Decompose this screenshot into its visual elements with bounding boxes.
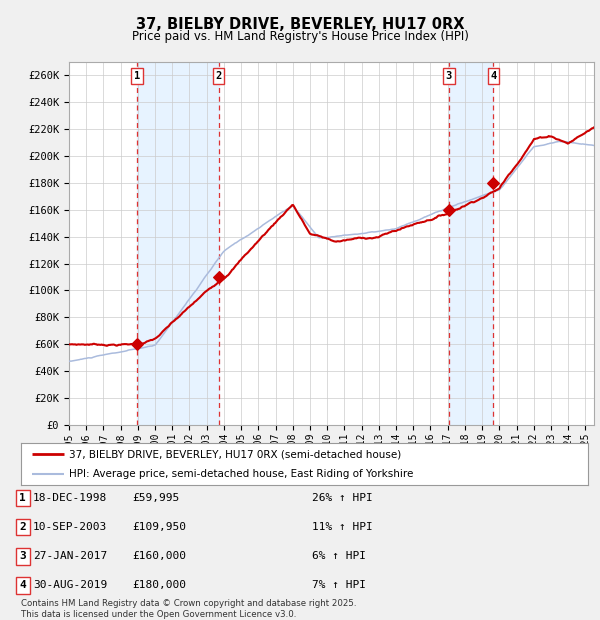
Text: 11% ↑ HPI: 11% ↑ HPI bbox=[312, 522, 373, 532]
Text: 4: 4 bbox=[490, 71, 497, 81]
Text: £160,000: £160,000 bbox=[132, 551, 186, 561]
Text: 2: 2 bbox=[19, 522, 26, 532]
Text: Contains HM Land Registry data © Crown copyright and database right 2025.
This d: Contains HM Land Registry data © Crown c… bbox=[21, 600, 356, 619]
Text: 4: 4 bbox=[19, 580, 26, 590]
Point bbox=[133, 339, 142, 349]
Text: £59,995: £59,995 bbox=[132, 493, 179, 503]
Text: 2: 2 bbox=[215, 71, 222, 81]
Text: 37, BIELBY DRIVE, BEVERLEY, HU17 0RX: 37, BIELBY DRIVE, BEVERLEY, HU17 0RX bbox=[136, 17, 464, 32]
Point bbox=[488, 178, 498, 188]
Text: £180,000: £180,000 bbox=[132, 580, 186, 590]
Text: 6% ↑ HPI: 6% ↑ HPI bbox=[312, 551, 366, 561]
Text: 1: 1 bbox=[19, 493, 26, 503]
Text: 37, BIELBY DRIVE, BEVERLEY, HU17 0RX (semi-detached house): 37, BIELBY DRIVE, BEVERLEY, HU17 0RX (se… bbox=[69, 450, 401, 459]
Text: £109,950: £109,950 bbox=[132, 522, 186, 532]
Point bbox=[214, 272, 223, 282]
Text: 3: 3 bbox=[19, 551, 26, 561]
Text: 18-DEC-1998: 18-DEC-1998 bbox=[33, 493, 107, 503]
Text: HPI: Average price, semi-detached house, East Riding of Yorkshire: HPI: Average price, semi-detached house,… bbox=[69, 469, 413, 479]
Text: 30-AUG-2019: 30-AUG-2019 bbox=[33, 580, 107, 590]
Point bbox=[444, 205, 454, 215]
Text: 1: 1 bbox=[134, 71, 140, 81]
Text: 27-JAN-2017: 27-JAN-2017 bbox=[33, 551, 107, 561]
Text: Price paid vs. HM Land Registry's House Price Index (HPI): Price paid vs. HM Land Registry's House … bbox=[131, 30, 469, 43]
Bar bbox=[137, 62, 218, 425]
Text: 10-SEP-2003: 10-SEP-2003 bbox=[33, 522, 107, 532]
Text: 26% ↑ HPI: 26% ↑ HPI bbox=[312, 493, 373, 503]
Bar bbox=[449, 62, 493, 425]
Text: 3: 3 bbox=[446, 71, 452, 81]
Text: 7% ↑ HPI: 7% ↑ HPI bbox=[312, 580, 366, 590]
